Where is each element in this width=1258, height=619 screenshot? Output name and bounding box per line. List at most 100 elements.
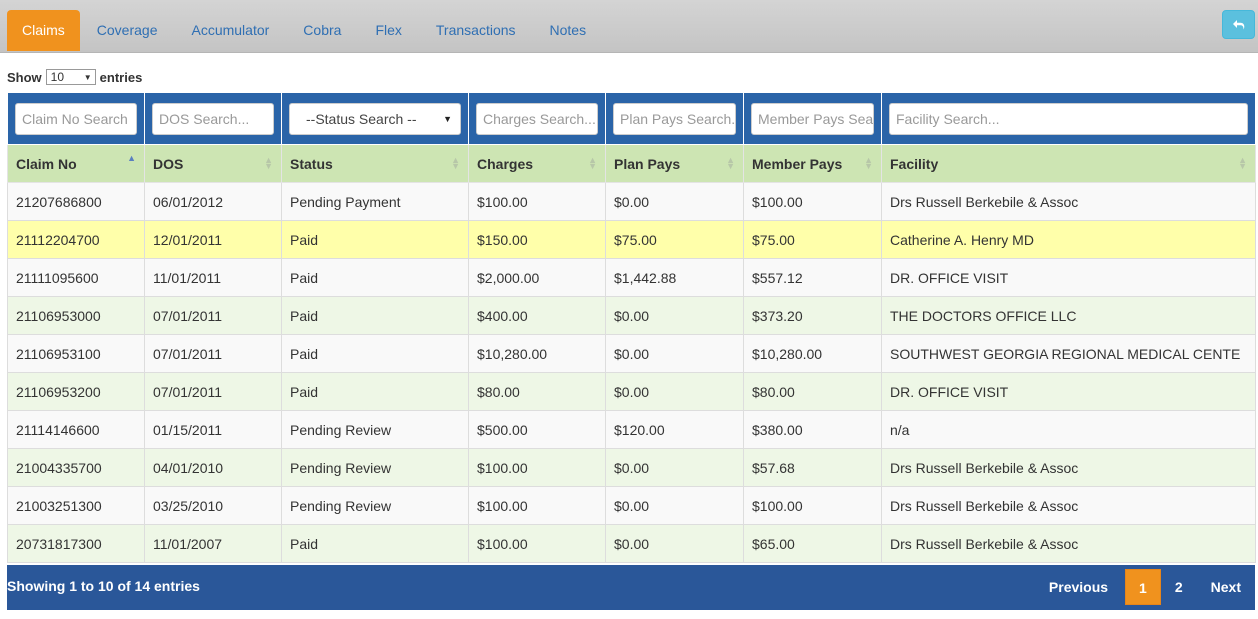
- next-page-button[interactable]: Next: [1210, 579, 1241, 595]
- cell-plan-pays: $0.00: [605, 448, 744, 487]
- plan-pays-search-input[interactable]: Plan Pays Search...: [613, 102, 736, 135]
- cell-claim-no: 21003251300: [7, 486, 145, 525]
- table-row[interactable]: 21111095600 11/01/2011 Paid $2,000.00 $1,442…: [7, 258, 1256, 297]
- dos-search-input[interactable]: DOS Search...: [152, 102, 274, 135]
- cell-claim-no: 21106953200: [7, 372, 145, 411]
- sort-both-icon: ▲ ▼: [451, 155, 460, 171]
- cell-status: Paid: [281, 296, 469, 335]
- page-2-button[interactable]: 2: [1174, 579, 1183, 595]
- cell-status: Pending Payment: [281, 182, 469, 221]
- cell-charges: $500.00: [468, 410, 606, 449]
- status-search-value: --Status Search --: [306, 110, 417, 127]
- cell-facility: THE DOCTORS OFFICE LLC: [881, 296, 1256, 335]
- cell-dos: 07/01/2011: [144, 372, 282, 411]
- column-header-charges[interactable]: Charges ▲ ▼: [468, 144, 606, 183]
- facility-search-input[interactable]: Facility Search...: [889, 102, 1248, 135]
- tab-transactions[interactable]: Transactions: [435, 22, 516, 38]
- cell-plan-pays: $0.00: [605, 486, 744, 525]
- cell-charges: $400.00: [468, 296, 606, 335]
- table-row[interactable]: 21112204700 12/01/2011 Paid $150.00 $75.00 $7…: [7, 220, 1256, 259]
- column-header-plan-pays[interactable]: Plan Pays ▲ ▼: [605, 144, 744, 183]
- search-cell: Charges Search...: [468, 92, 606, 145]
- cell-facility: Drs Russell Berkebile & Assoc: [881, 448, 1256, 487]
- chevron-down-icon: ▼: [443, 113, 452, 124]
- cell-status: Pending Review: [281, 448, 469, 487]
- cell-member-pays: $373.20: [743, 296, 882, 335]
- cell-member-pays: $557.12: [743, 258, 882, 297]
- column-header-label: Plan Pays: [614, 155, 681, 172]
- cell-member-pays: $100.00: [743, 486, 882, 525]
- column-header-label: Claim No: [16, 155, 77, 172]
- entries-label: entries: [99, 69, 143, 85]
- page-1-button[interactable]: 1: [1125, 569, 1161, 605]
- search-cell: Facility Search...: [881, 92, 1256, 145]
- cell-member-pays: $380.00: [743, 410, 882, 449]
- tab-coverage[interactable]: Coverage: [96, 22, 158, 38]
- cell-charges: $100.00: [468, 182, 606, 221]
- search-cell: Member Pays Search...: [743, 92, 882, 145]
- sort-both-icon: ▲ ▼: [864, 155, 873, 171]
- table-footer: Showing 1 to 10 of 14 entries Previous 1…: [7, 565, 1255, 610]
- cell-charges: $10,280.00: [468, 334, 606, 373]
- search-cell: --Status Search -- ▼: [281, 92, 469, 145]
- cell-claim-no: 21112204700: [7, 220, 145, 259]
- column-header-label: DOS: [153, 155, 184, 172]
- cell-member-pays: $75.00: [743, 220, 882, 259]
- column-header-claim-no[interactable]: Claim No ▲: [7, 144, 145, 183]
- charges-search-input[interactable]: Charges Search...: [476, 102, 598, 135]
- column-header-status[interactable]: Status ▲ ▼: [281, 144, 469, 183]
- cell-dos: 07/01/2011: [144, 296, 282, 335]
- cell-dos: 12/01/2011: [144, 220, 282, 259]
- member-pays-search-input[interactable]: Member Pays Search...: [751, 102, 874, 135]
- cell-plan-pays: $0.00: [605, 296, 744, 335]
- cell-dos: 11/01/2011: [144, 258, 282, 297]
- cell-plan-pays: $120.00: [605, 410, 744, 449]
- cell-facility: DR. OFFICE VISIT: [881, 258, 1256, 297]
- column-header-dos[interactable]: DOS ▲ ▼: [144, 144, 282, 183]
- column-header-facility[interactable]: Facility ▲ ▼: [881, 144, 1256, 183]
- previous-page-button[interactable]: Previous: [1048, 579, 1109, 595]
- tab-claims[interactable]: Claims: [7, 10, 80, 51]
- table-row[interactable]: 21106953000 07/01/2011 Paid $400.00 $0.00 $37…: [7, 296, 1256, 335]
- reply-icon: [1232, 19, 1244, 29]
- cell-plan-pays: $0.00: [605, 372, 744, 411]
- table-row[interactable]: 21106953200 07/01/2011 Paid $80.00 $0.00 $80.…: [7, 372, 1256, 411]
- cell-member-pays: $100.00: [743, 182, 882, 221]
- tab-accumulator[interactable]: Accumulator: [191, 22, 270, 38]
- table-row[interactable]: 20731817300 11/01/2007 Paid $100.00 $0.00 $65…: [7, 524, 1256, 563]
- cell-status: Pending Review: [281, 486, 469, 525]
- tab-cobra[interactable]: Cobra: [303, 22, 342, 38]
- table-row[interactable]: 21003251300 03/25/2010 Pending Review $100.…: [7, 486, 1256, 525]
- cell-claim-no: 21111095600: [7, 258, 145, 297]
- sort-ascending-icon: ▲: [127, 153, 136, 163]
- column-header-label: Facility: [890, 155, 939, 172]
- cell-plan-pays: $0.00: [605, 182, 744, 221]
- top-nav-bar: Claims Coverage Accumulator Cobra Flex T…: [0, 0, 1258, 53]
- table-row[interactable]: 21004335700 04/01/2010 Pending Review $100.…: [7, 448, 1256, 487]
- tab-flex[interactable]: Flex: [375, 22, 402, 38]
- cell-facility: DR. OFFICE VISIT: [881, 372, 1256, 411]
- cell-dos: 03/25/2010: [144, 486, 282, 525]
- sort-both-icon: ▲ ▼: [726, 155, 735, 171]
- table-row[interactable]: 21114146600 01/15/2011 Pending Review $500.…: [7, 410, 1256, 449]
- column-header-member-pays[interactable]: Member Pays ▲ ▼: [743, 144, 882, 183]
- search-cell: DOS Search...: [144, 92, 282, 145]
- cell-charges: $80.00: [468, 372, 606, 411]
- cell-facility: Catherine A. Henry MD: [881, 220, 1256, 259]
- claim-no-search-input[interactable]: Claim No Search: [15, 102, 137, 135]
- table-row[interactable]: 21106953100 07/01/2011 Paid $10,280.00 $0.00…: [7, 334, 1256, 373]
- sort-both-icon: ▲ ▼: [1238, 155, 1247, 171]
- cell-member-pays: $10,280.00: [743, 334, 882, 373]
- cell-facility: n/a: [881, 410, 1256, 449]
- back-button[interactable]: [1222, 10, 1255, 39]
- cell-charges: $100.00: [468, 448, 606, 487]
- tab-notes[interactable]: Notes: [549, 22, 587, 38]
- column-header-label: Member Pays: [752, 155, 843, 172]
- column-header-label: Status: [290, 155, 333, 172]
- table-row[interactable]: 21207686800 06/01/2012 Pending Payment $100…: [7, 182, 1256, 221]
- status-search-select[interactable]: --Status Search -- ▼: [289, 102, 461, 135]
- entries-select[interactable]: 10 ▼: [45, 69, 96, 85]
- pagination: Previous 1 2 Next: [1035, 569, 1255, 605]
- cell-charges: $100.00: [468, 524, 606, 563]
- cell-plan-pays: $75.00: [605, 220, 744, 259]
